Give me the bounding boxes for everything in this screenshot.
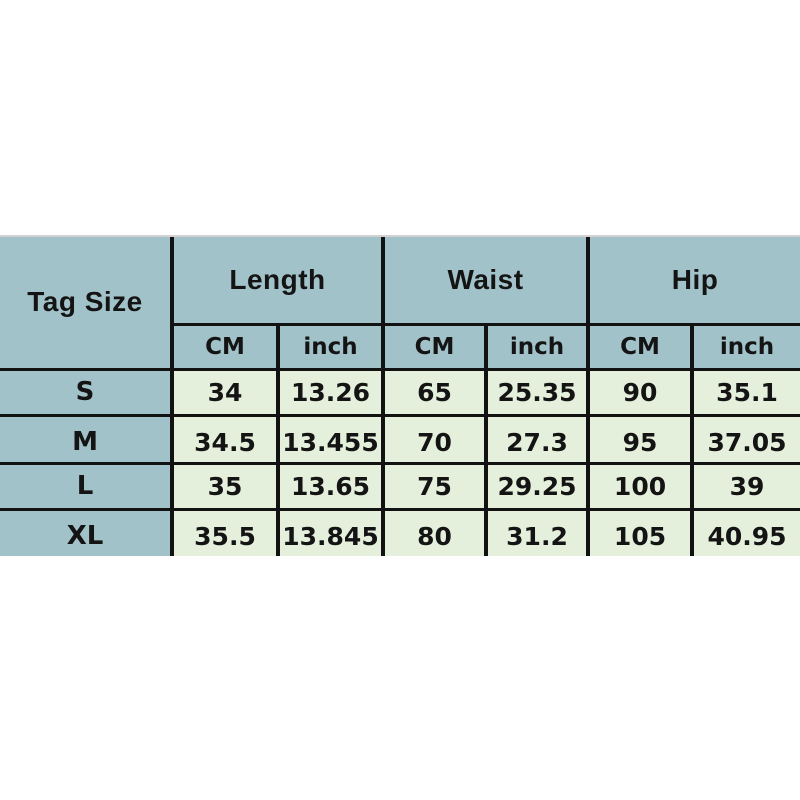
value-cell: 35.5 (170, 507, 280, 556)
size-chart-table: Tag Size Length Waist Hip CM inch CM inc… (0, 237, 800, 556)
length-cm-header: CM (172, 322, 280, 371)
value-cell: 34.5 (170, 413, 280, 465)
value-cell: 31.2 (483, 507, 591, 556)
value-cell: 25.35 (483, 367, 591, 417)
value-cell: 70 (381, 413, 488, 465)
waist-group-header: Waist (380, 237, 591, 326)
value-cell: 65 (381, 367, 488, 417)
table-row-xl: XL 35.5 13.845 80 31.2 105 40.95 (0, 507, 800, 556)
value-cell: 13.845 (276, 507, 385, 556)
value-cell: 27.3 (483, 413, 591, 465)
hip-group-header: Hip (586, 237, 800, 326)
waist-inch-header: inch (483, 322, 591, 371)
header-group-row: Tag Size Length Waist Hip (0, 237, 800, 371)
value-cell: 90 (586, 367, 695, 417)
value-cell: 39 (690, 461, 800, 511)
size-label-cell: XL (0, 507, 174, 556)
hip-cm-header: CM (586, 322, 695, 371)
tag-size-header-cell: Tag Size (0, 237, 174, 371)
value-cell: 35.1 (690, 367, 800, 417)
value-cell: 80 (381, 507, 488, 556)
value-cell: 37.05 (690, 413, 800, 465)
table-row-m: M 34.5 13.455 70 27.3 95 37.05 (0, 413, 800, 465)
value-cell: 13.65 (276, 461, 385, 511)
table-row-l: L 35 13.65 75 29.25 100 39 (0, 461, 800, 511)
value-cell: 100 (586, 461, 695, 511)
table-row-s: S 34 13.26 65 25.35 90 35.1 (0, 367, 800, 417)
size-label-cell: L (0, 461, 174, 511)
size-chart: Tag Size Length Waist Hip CM inch CM inc… (0, 235, 800, 556)
value-cell: 34 (170, 367, 280, 417)
value-cell: 13.455 (276, 413, 385, 465)
size-label-cell: M (0, 413, 174, 465)
value-cell: 29.25 (483, 461, 591, 511)
value-cell: 13.26 (276, 367, 385, 417)
length-inch-header: inch (276, 322, 385, 371)
value-cell: 105 (586, 507, 695, 556)
waist-cm-header: CM (381, 322, 488, 371)
unit-header-row: CM inch CM inch CM inch (0, 322, 800, 371)
length-group-header: Length (170, 237, 385, 326)
value-cell: 35 (170, 461, 280, 511)
value-cell: 95 (586, 413, 695, 465)
value-cell: 75 (381, 461, 488, 511)
table-top-hairline (0, 235, 800, 237)
value-cell: 40.95 (690, 507, 800, 556)
size-label-cell: S (0, 367, 174, 417)
hip-inch-header: inch (690, 322, 800, 371)
